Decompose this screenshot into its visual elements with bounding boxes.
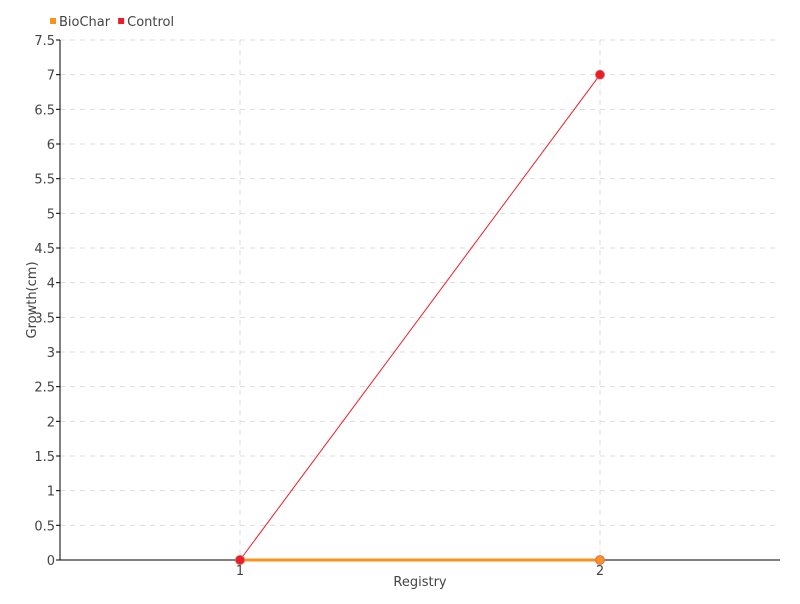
y-tick-label: 2.5 — [34, 381, 55, 396]
y-tick-label: 6.5 — [34, 103, 55, 118]
series-line-control — [239, 74, 601, 561]
y-tick-label: 6 — [47, 138, 55, 153]
data-point-control — [235, 555, 245, 565]
legend-swatch-control — [118, 18, 125, 24]
y-tick-label: 7 — [47, 69, 55, 84]
data-point-biochar — [595, 555, 605, 565]
y-tick-label: 3 — [47, 346, 55, 361]
y-tick-label: 5 — [47, 207, 55, 222]
y-tick-label: 0 — [47, 554, 55, 569]
legend-label-control: Control — [127, 15, 174, 30]
x-axis-label: Registry — [393, 575, 447, 590]
y-tick-label: 2 — [47, 415, 55, 430]
y-tick-label: 5.5 — [34, 173, 55, 188]
legend-label-biochar: BioChar — [59, 15, 111, 30]
grid — [60, 39, 780, 560]
y-tick-label: 3.5 — [34, 311, 55, 326]
axes: 0 0.5 1 1.5 2 2.5 3 3.5 4 4.5 5 5.5 6 6.5 7 7.5 1 2 — [34, 34, 780, 579]
data-point-control — [595, 69, 605, 80]
y-tick-label: 1 — [47, 485, 55, 500]
y-tick-label: 0.5 — [34, 519, 55, 534]
y-tick-label: 7.5 — [34, 34, 55, 49]
legend: BioChar Control — [50, 15, 174, 30]
y-tick-label: 4 — [47, 277, 55, 292]
x-tick-label: 2 — [596, 564, 604, 579]
x-tick-label: 1 — [236, 564, 244, 579]
y-tick-label: 4.5 — [34, 242, 55, 257]
legend-swatch-biochar — [50, 18, 56, 24]
series-layer — [235, 69, 605, 565]
y-axis-label: Growth(cm) — [25, 261, 40, 338]
y-tick-label: 1.5 — [34, 450, 55, 465]
